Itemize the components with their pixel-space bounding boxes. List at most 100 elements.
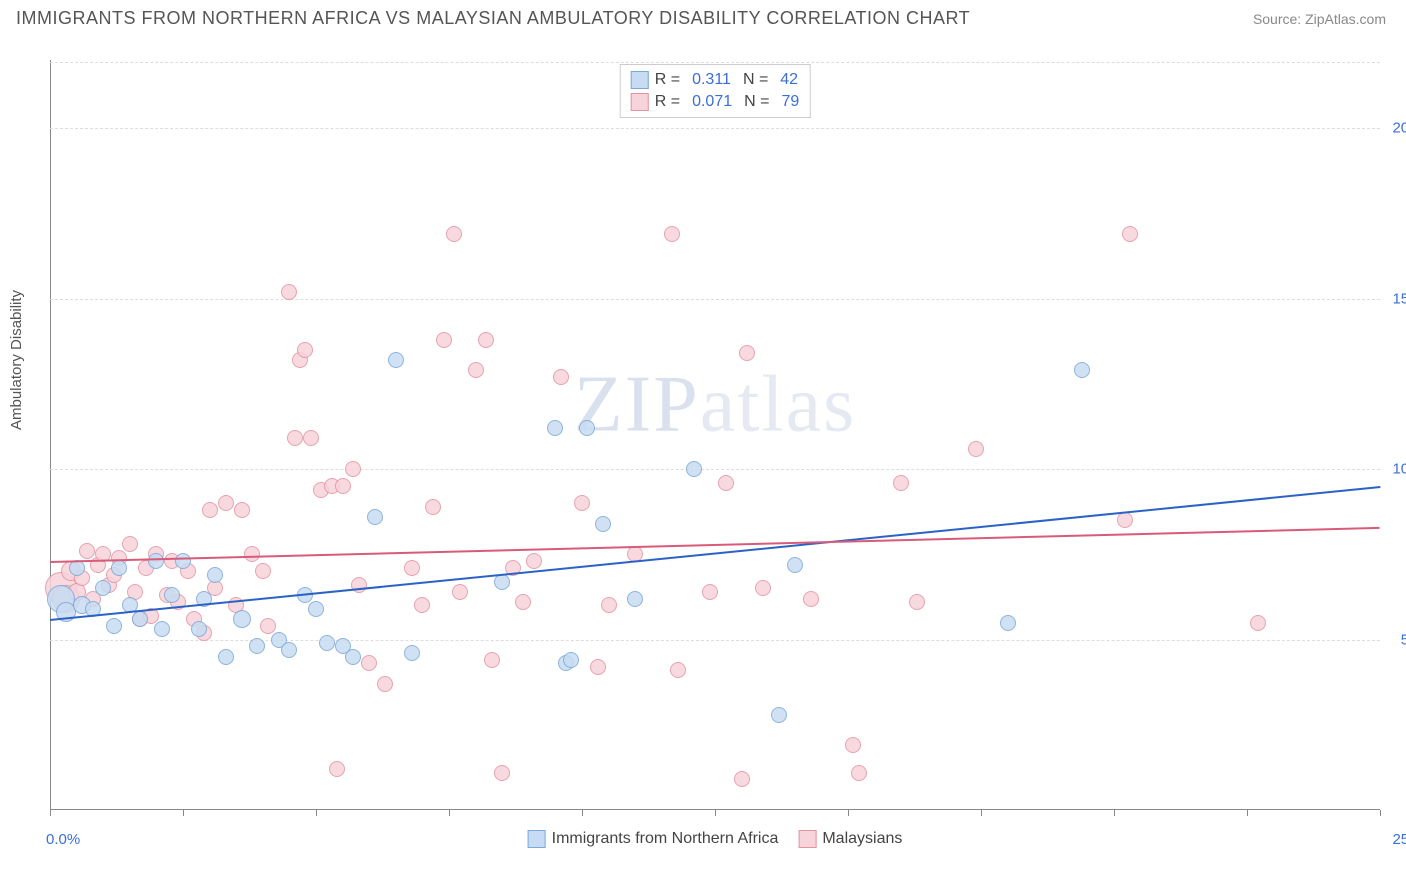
source-label: Source: ZipAtlas.com bbox=[1253, 11, 1386, 27]
y-tick-label: 15.0% bbox=[1392, 290, 1406, 307]
scatter-point bbox=[563, 652, 579, 668]
scatter-point bbox=[106, 618, 122, 634]
scatter-point bbox=[95, 580, 111, 596]
x-tick bbox=[582, 810, 583, 816]
scatter-point bbox=[414, 597, 430, 613]
r-value-b: 0.071 bbox=[686, 93, 738, 111]
scatter-point bbox=[484, 652, 500, 668]
gridline bbox=[50, 469, 1380, 470]
y-tick-label: 5.0% bbox=[1401, 631, 1406, 648]
n-value-b: 79 bbox=[775, 93, 799, 111]
gridline bbox=[50, 128, 1380, 129]
scatter-point bbox=[308, 601, 324, 617]
scatter-point bbox=[249, 638, 265, 654]
scatter-point bbox=[787, 557, 803, 573]
scatter-point bbox=[207, 567, 223, 583]
scatter-point bbox=[601, 597, 617, 613]
scatter-point bbox=[388, 352, 404, 368]
scatter-point bbox=[148, 553, 164, 569]
scatter-point bbox=[494, 765, 510, 781]
swatch-a-icon bbox=[528, 830, 546, 848]
x-tick bbox=[449, 810, 450, 816]
scatter-point bbox=[132, 611, 148, 627]
scatter-point bbox=[968, 441, 984, 457]
y-axis-line bbox=[50, 60, 51, 810]
scatter-point bbox=[1117, 512, 1133, 528]
scatter-point bbox=[468, 362, 484, 378]
x-tick bbox=[183, 810, 184, 816]
scatter-point bbox=[595, 516, 611, 532]
trendline-b bbox=[50, 527, 1380, 563]
scatter-point bbox=[446, 226, 462, 242]
scatter-point bbox=[771, 707, 787, 723]
n-label-a: N = bbox=[743, 71, 768, 89]
scatter-point bbox=[404, 560, 420, 576]
swatch-series-a bbox=[631, 71, 649, 89]
x-tick-label: 0.0% bbox=[46, 831, 80, 848]
scatter-point bbox=[670, 662, 686, 678]
scatter-point bbox=[234, 502, 250, 518]
scatter-point bbox=[255, 563, 271, 579]
watermark-text-a: ZIP bbox=[574, 361, 700, 449]
scatter-point bbox=[345, 649, 361, 665]
r-value-a: 0.311 bbox=[686, 71, 737, 89]
series-a-name: Immigrants from Northern Africa bbox=[552, 830, 779, 848]
scatter-point bbox=[404, 645, 420, 661]
scatter-point bbox=[329, 761, 345, 777]
scatter-point bbox=[547, 420, 563, 436]
x-tick bbox=[848, 810, 849, 816]
scatter-point bbox=[1000, 615, 1016, 631]
scatter-point bbox=[175, 553, 191, 569]
legend-row-a: R = 0.311 N = 42 bbox=[631, 69, 800, 91]
x-tick bbox=[316, 810, 317, 816]
scatter-point bbox=[218, 649, 234, 665]
scatter-point bbox=[281, 284, 297, 300]
scatter-point bbox=[287, 430, 303, 446]
series-b-name: Malaysians bbox=[822, 830, 902, 848]
n-value-a: 42 bbox=[774, 71, 798, 89]
legend-row-b: R = 0.071 N = 79 bbox=[631, 91, 800, 113]
scatter-point bbox=[1122, 226, 1138, 242]
scatter-point bbox=[553, 369, 569, 385]
scatter-point bbox=[154, 621, 170, 637]
scatter-point bbox=[297, 342, 313, 358]
scatter-point bbox=[702, 584, 718, 600]
scatter-point bbox=[335, 478, 351, 494]
x-tick bbox=[715, 810, 716, 816]
scatter-point bbox=[218, 495, 234, 511]
y-tick-label: 20.0% bbox=[1392, 120, 1406, 137]
gridline bbox=[50, 299, 1380, 300]
scatter-point bbox=[478, 332, 494, 348]
r-label-a: R = bbox=[655, 71, 680, 89]
x-tick bbox=[981, 810, 982, 816]
scatter-point bbox=[436, 332, 452, 348]
x-tick bbox=[50, 810, 51, 816]
n-label-b: N = bbox=[744, 93, 769, 111]
scatter-point bbox=[590, 659, 606, 675]
scatter-point bbox=[909, 594, 925, 610]
x-tick bbox=[1114, 810, 1115, 816]
scatter-point bbox=[122, 536, 138, 552]
scatter-point bbox=[111, 560, 127, 576]
scatter-point bbox=[734, 771, 750, 787]
scatter-point bbox=[515, 594, 531, 610]
scatter-point bbox=[739, 345, 755, 361]
scatter-point bbox=[803, 591, 819, 607]
scatter-point bbox=[627, 591, 643, 607]
scatter-point bbox=[79, 543, 95, 559]
scatter-point bbox=[244, 546, 260, 562]
plot-region: ZIPatlas R = 0.311 N = 42 R = 0.071 N = … bbox=[50, 60, 1380, 810]
scatter-point bbox=[686, 461, 702, 477]
x-tick bbox=[1247, 810, 1248, 816]
scatter-point bbox=[319, 635, 335, 651]
series-legend: Immigrants from Northern Africa Malaysia… bbox=[528, 830, 903, 848]
watermark: ZIPatlas bbox=[574, 360, 857, 451]
scatter-point bbox=[233, 610, 251, 628]
scatter-point bbox=[345, 461, 361, 477]
scatter-point bbox=[1074, 362, 1090, 378]
chart-area: ZIPatlas R = 0.311 N = 42 R = 0.071 N = … bbox=[50, 60, 1380, 810]
y-tick-label: 10.0% bbox=[1392, 461, 1406, 478]
scatter-point bbox=[755, 580, 771, 596]
scatter-point bbox=[367, 509, 383, 525]
scatter-point bbox=[893, 475, 909, 491]
